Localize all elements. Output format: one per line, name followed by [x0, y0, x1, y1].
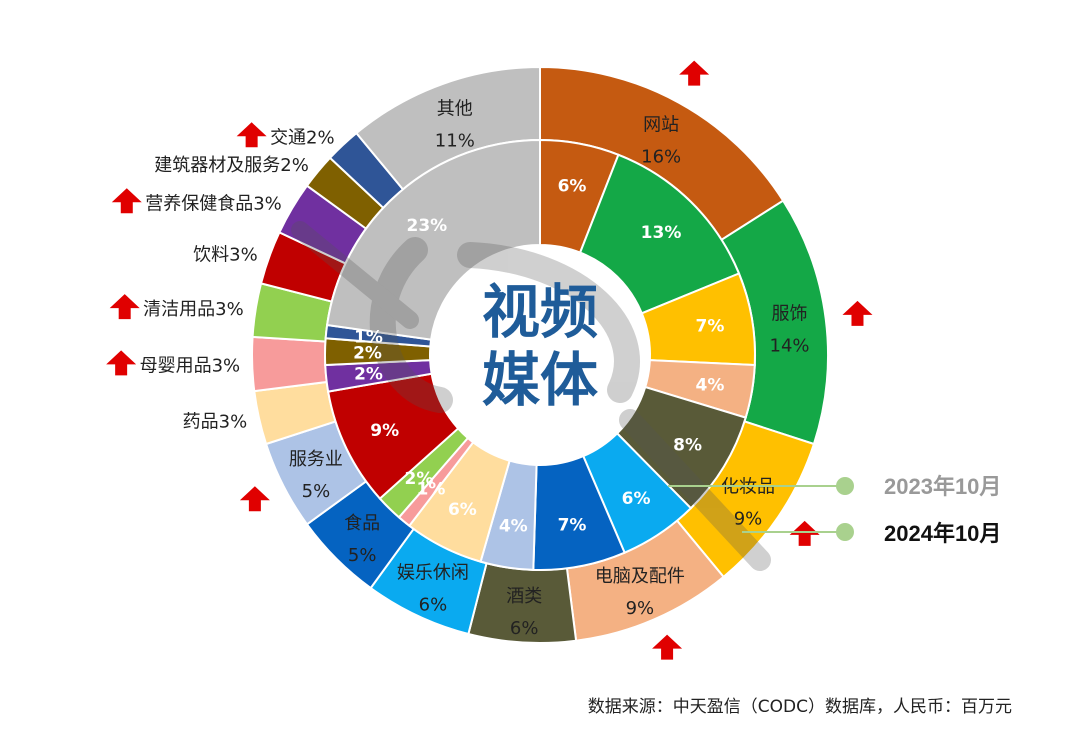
legend: 2023年10月 2024年10月	[668, 474, 1001, 546]
outer-slice-category-3: 电脑及配件	[595, 566, 685, 587]
rising-arrow-10	[109, 294, 140, 320]
rising-arrow-1	[842, 300, 873, 326]
outer-slice-category-6: 食品	[344, 513, 380, 534]
inner-slice-label-6: 7%	[558, 516, 587, 536]
inner-slice-15	[325, 138, 541, 341]
outer-slice-9	[251, 335, 328, 393]
watermark-logo	[291, 221, 771, 571]
outer-slice-category-4: 酒类	[506, 586, 542, 607]
outer-slice-label-8: 药品3%	[183, 411, 248, 432]
inner-slice-label-8: 6%	[448, 500, 477, 520]
inner-slice-label-0: 6%	[558, 176, 587, 196]
outer-slice-value-6: 5%	[348, 545, 377, 566]
legend-label-2023: 2023年10月	[884, 474, 1001, 499]
rising-arrow-7	[239, 486, 270, 512]
outer-slice-value-4: 6%	[510, 618, 539, 639]
source-note: 数据来源：中天盈信（CODC）数据库，人民币：百万元	[588, 697, 1012, 717]
outer-slice-category-15: 其他	[437, 98, 473, 119]
rising-arrow-9	[106, 350, 137, 376]
rising-arrows	[106, 60, 873, 660]
inner-slice-label-1: 13%	[641, 223, 682, 243]
inner-slice-label-10: 2%	[405, 469, 434, 489]
inner-slice-label-12: 2%	[354, 365, 383, 385]
inner-ring-2023	[324, 138, 756, 571]
outer-slice-label-9: 母婴用品3%	[140, 355, 241, 376]
rising-arrow-2	[789, 520, 820, 546]
outer-slice-category-5: 娱乐休闲	[397, 563, 469, 584]
outer-slice-category-7: 服务业	[289, 449, 343, 470]
outer-slice-value-1: 14%	[770, 335, 810, 356]
outer-slice-category-1: 服饰	[772, 303, 808, 324]
legend-dot-2023	[836, 477, 854, 495]
outer-slice-value-15: 11%	[435, 130, 475, 151]
center-title: 视频 媒体	[482, 278, 598, 414]
outer-slice-value-3: 9%	[626, 598, 655, 619]
legend-dot-2024	[836, 523, 854, 541]
inner-slice-label-7: 4%	[499, 516, 528, 536]
inner-slice-label-14: 1%	[354, 327, 383, 347]
inner-slice-label-9: 1%	[417, 480, 446, 500]
inner-slice-label-2: 7%	[696, 317, 725, 337]
outer-slice-label-14: 交通2%	[270, 127, 335, 148]
legend-label-2024: 2024年10月	[884, 521, 1001, 546]
outer-slice-label-10: 清洁用品3%	[143, 299, 244, 320]
outer-slice-category-0: 网站	[643, 115, 679, 136]
rising-arrow-12	[111, 188, 142, 214]
rising-arrow-14	[236, 122, 267, 148]
outer-labels: 网站16%服饰14%化妆品9%电脑及配件9%酒类6%娱乐休闲6%食品5%服务业5…	[140, 98, 810, 639]
outer-slice-value-5: 6%	[419, 595, 448, 616]
inner-slice-label-5: 6%	[622, 489, 651, 509]
rising-arrow-0	[679, 60, 710, 86]
outer-slice-value-2: 9%	[734, 508, 763, 529]
inner-labels: 6%13%7%4%8%6%7%4%6%1%2%9%2%2%1%23%	[353, 176, 724, 536]
inner-slice-label-4: 8%	[673, 435, 702, 455]
outer-slice-label-13: 建筑器材及服务2%	[154, 155, 309, 176]
inner-slice-label-13: 2%	[353, 343, 382, 363]
inner-slice-label-11: 9%	[370, 421, 399, 441]
rising-arrow-3	[652, 634, 683, 660]
outer-slice-value-7: 5%	[302, 481, 331, 502]
inner-slice-label-15: 23%	[407, 216, 448, 236]
center-title-line-2: 媒体	[482, 346, 598, 414]
outer-slice-label-11: 饮料3%	[193, 244, 258, 265]
outer-slice-value-0: 16%	[641, 147, 681, 168]
center-title-line-1: 视频	[482, 278, 598, 346]
inner-slice-label-3: 4%	[696, 375, 725, 395]
outer-slice-label-12: 营养保健食品3%	[145, 193, 282, 214]
